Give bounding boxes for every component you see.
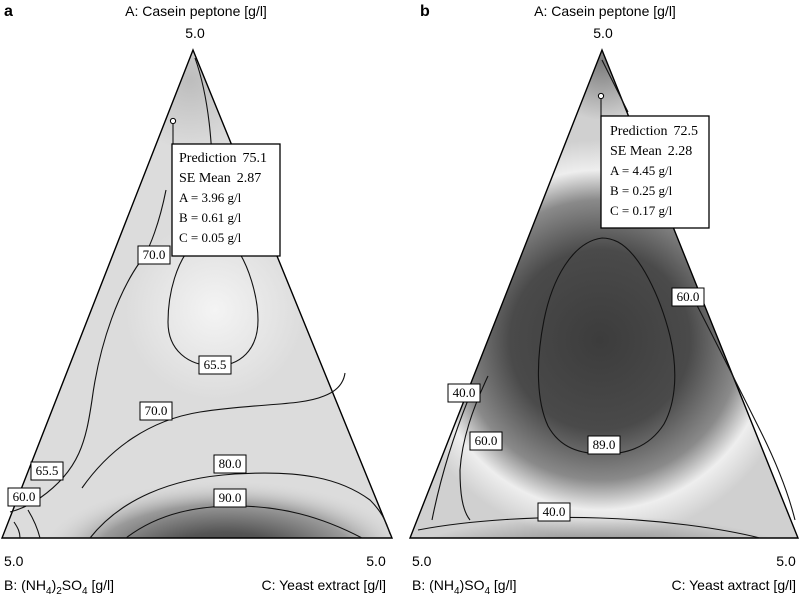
panel-letter-a: a <box>4 3 13 20</box>
contour-line <box>27 509 41 539</box>
contour-label: 40.0 <box>537 502 571 522</box>
svg-text:70.0: 70.0 <box>145 403 168 418</box>
contour-label: 40.0 <box>447 383 481 403</box>
ternary-frame-a <box>0 48 394 539</box>
prediction-point <box>597 92 605 100</box>
svg-text:60.0: 60.0 <box>475 433 498 448</box>
contour-label: 70.0 <box>137 245 171 265</box>
contour-label: 90.0 <box>213 488 247 508</box>
panel-letter-b: b <box>420 3 430 20</box>
left-axis-label-a: B: (NH4)2SO4 [g/l] <box>4 577 114 597</box>
prediction-box-a: Prediction 75.1 SE Mean 2.87 A = 3.96 g/l … <box>169 117 281 257</box>
contour-line <box>689 291 796 521</box>
se-value: 2.87 <box>237 171 262 186</box>
prediction-value: 72.5 <box>674 124 699 139</box>
contour-labels-a: 70.0 65.5 70.0 80.0 90.0 65.5 <box>7 245 247 508</box>
prediction-title: Prediction <box>610 124 668 139</box>
contour-label: 80.0 <box>213 454 247 474</box>
prediction-title: Prediction <box>179 151 237 166</box>
apex-axis-label-b: A: Casein peptone [g/l] <box>534 3 676 19</box>
svg-text:40.0: 40.0 <box>453 385 476 400</box>
svg-text:65.5: 65.5 <box>204 357 227 372</box>
right-axis-label-b: C: Yeast axtract [g/l] <box>671 577 796 593</box>
prediction-b-value: B = 0.25 g/l <box>610 183 673 198</box>
contour-labels-b: 40.0 60.0 60.0 89.0 40.0 <box>447 287 705 522</box>
contour-line <box>13 521 21 539</box>
contours-b <box>417 59 796 539</box>
contour-line <box>417 516 761 539</box>
svg-text:80.0: 80.0 <box>219 456 242 471</box>
panel-a: a 70.0 65.5 <box>0 3 394 597</box>
se-label: SE Mean <box>179 171 231 186</box>
prediction-c-value: C = 0.05 g/l <box>179 230 242 245</box>
right-axis-label-a: C: Yeast extract [g/l] <box>261 577 386 593</box>
prediction-a-value: A = 3.96 g/l <box>179 190 242 205</box>
prediction-box-b: Prediction 72.5 SE Mean 2.28 A = 4.45 g/l … <box>597 92 710 229</box>
left-axis-value-b: 5.0 <box>412 553 432 569</box>
svg-text:65.5: 65.5 <box>36 463 59 478</box>
svg-text:89.0: 89.0 <box>593 437 616 452</box>
se-label: SE Mean <box>610 144 662 159</box>
contour-label: 60.0 <box>7 487 41 507</box>
contour-label: 89.0 <box>587 435 621 455</box>
contour-line <box>601 59 629 113</box>
contour-label: 60.0 <box>671 287 705 307</box>
svg-text:90.0: 90.0 <box>219 490 242 505</box>
right-axis-value-a: 5.0 <box>366 553 386 569</box>
prediction-c-value: C = 0.17 g/l <box>610 203 673 218</box>
prediction-b-value: B = 0.61 g/l <box>179 210 242 225</box>
left-axis-value-a: 5.0 <box>4 553 24 569</box>
prediction-a-value: A = 4.45 g/l <box>610 163 673 178</box>
left-axis-label-b: B: (NH4)SO4 [g/l] <box>412 577 516 597</box>
apex-axis-label-a: A: Casein peptone [g/l] <box>125 3 267 19</box>
se-value: 2.28 <box>668 144 693 159</box>
apex-axis-value-a: 5.0 <box>185 25 205 41</box>
contour-label: 70.0 <box>139 401 173 421</box>
prediction-value: 75.1 <box>243 151 268 166</box>
panel-b: b 40.0 60.0 <box>408 3 800 597</box>
contour-line <box>537 237 676 455</box>
contour-line <box>81 372 346 489</box>
contour-line <box>89 472 391 539</box>
prediction-point <box>169 117 177 125</box>
svg-text:40.0: 40.0 <box>543 504 566 519</box>
svg-text:60.0: 60.0 <box>13 489 36 504</box>
svg-text:60.0: 60.0 <box>677 289 700 304</box>
contour-label: 65.5 <box>198 355 232 375</box>
right-axis-value-b: 5.0 <box>776 553 796 569</box>
apex-axis-value-b: 5.0 <box>593 25 613 41</box>
svg-text:70.0: 70.0 <box>143 247 166 262</box>
contour-label: 65.5 <box>30 461 64 481</box>
contour-line <box>431 399 469 521</box>
contour-label: 60.0 <box>469 431 503 451</box>
